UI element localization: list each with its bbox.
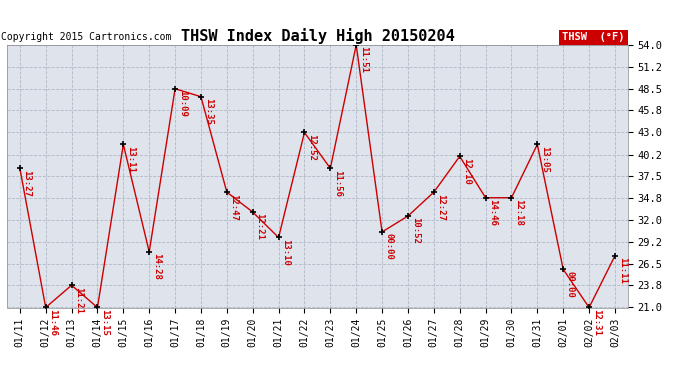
Text: 13:10: 13:10 <box>282 239 290 266</box>
Text: 12:18: 12:18 <box>514 199 523 226</box>
Text: 13:05: 13:05 <box>540 146 549 173</box>
Text: 11:21: 11:21 <box>75 286 83 314</box>
Text: 12:21: 12:21 <box>255 213 264 240</box>
Text: 00:00: 00:00 <box>566 271 575 298</box>
Text: 10:09: 10:09 <box>178 90 187 117</box>
Text: 12:52: 12:52 <box>307 134 316 161</box>
Text: 11:51: 11:51 <box>359 46 368 73</box>
Text: 14:28: 14:28 <box>152 253 161 280</box>
Title: THSW Index Daily High 20150204: THSW Index Daily High 20150204 <box>181 28 454 44</box>
Text: 13:11: 13:11 <box>126 146 135 173</box>
Text: 11:11: 11:11 <box>618 257 627 284</box>
Text: 10:52: 10:52 <box>411 217 420 244</box>
Text: 13:27: 13:27 <box>23 170 32 196</box>
Text: 12:27: 12:27 <box>437 194 446 220</box>
Text: 11:56: 11:56 <box>333 170 342 196</box>
Text: 00:00: 00:00 <box>385 233 394 260</box>
Text: 12:31: 12:31 <box>592 309 601 336</box>
Text: 12:47: 12:47 <box>230 194 239 220</box>
Text: 13:15: 13:15 <box>100 309 109 336</box>
Text: THSW  (°F): THSW (°F) <box>562 32 625 42</box>
Text: 11:46: 11:46 <box>48 309 57 336</box>
Text: 12:10: 12:10 <box>462 158 471 184</box>
Text: Copyright 2015 Cartronics.com: Copyright 2015 Cartronics.com <box>1 32 171 42</box>
Text: 13:35: 13:35 <box>204 98 213 125</box>
Text: 14:46: 14:46 <box>489 199 497 226</box>
